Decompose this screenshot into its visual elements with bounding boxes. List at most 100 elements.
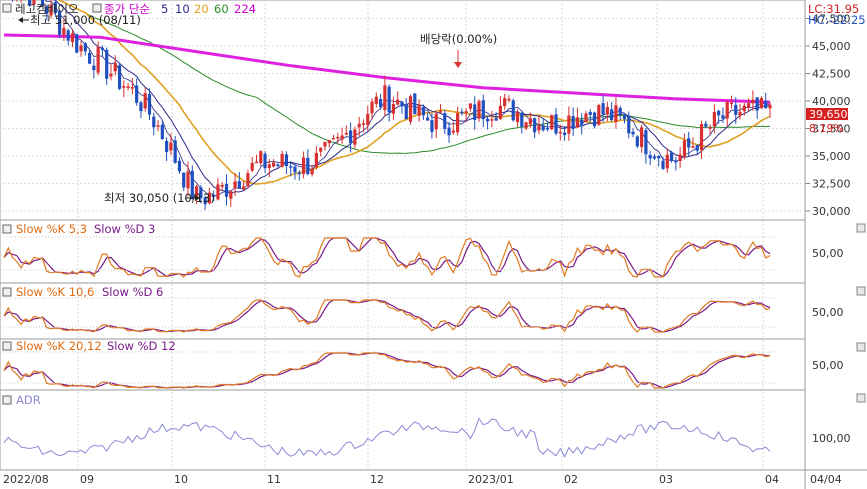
candle-body [100,47,105,50]
candle-body [32,0,36,5]
candle-body [75,34,79,53]
stoch1-level: 50,00 [812,247,844,260]
panel-scroll-handle[interactable] [856,223,866,233]
candle-body [40,0,45,7]
panel-scroll-handle[interactable] [856,342,866,352]
price-tick-label: 35,000 [812,150,851,163]
stoch2-d-label: Slow %D 6 [102,285,163,299]
candle-body [139,102,143,112]
candle-body [126,86,130,88]
candle-body [554,114,558,134]
candle-body [310,168,314,175]
x-tick-label: 10 [174,473,188,486]
ma-legend-60: 60 [214,2,229,16]
legend-box-icon[interactable] [2,341,12,351]
legend-box-icon[interactable] [92,3,102,13]
candle-body [764,100,768,109]
price-tick-label: 32,500 [812,178,851,191]
legend-box-icon[interactable] [2,287,12,297]
candle-body [216,184,220,200]
candle-body [374,96,378,104]
candle-body [511,100,515,121]
candle-body [468,103,473,109]
candle-body [485,118,490,122]
candle-body [610,109,614,121]
panel-scroll-handle[interactable] [856,286,866,296]
candle-body [199,187,203,199]
ma-legend-prefix: 종가 단순 [104,2,150,16]
candle-body [537,125,541,131]
candle-body [190,170,194,200]
candle-body [699,124,704,151]
legend-box-icon[interactable] [2,3,12,13]
candle-body [194,186,199,200]
x-tick-label: 2023/01 [468,473,514,486]
low-annotation: 최저 30,050 (10/13) [104,191,215,205]
candle-body [648,154,652,159]
candle-body [434,113,438,130]
high-annotation: 최고 51,000 (08/11) [30,13,141,27]
candle-body [682,140,687,157]
candle-body [605,107,609,115]
candle-body [571,116,575,129]
candle-body [597,105,601,125]
candle-body [165,140,169,152]
candle-body [203,197,207,205]
candle-body [524,122,528,129]
candle-body [62,27,66,36]
price-tick-label: 37,500 [812,123,851,136]
candle-body [293,166,297,173]
candle-body [580,119,584,125]
candle-body [173,140,177,163]
candle-body [413,93,417,115]
candle-body [520,112,524,127]
candle-body [545,127,550,130]
x-tick-label: 03 [659,473,673,486]
candle-body [691,146,695,148]
adr-level: 100,00 [812,432,851,445]
stock-name: 레고켐바이오 [15,2,78,16]
candle-body [220,184,224,187]
candle-body [661,160,665,169]
candle-body [721,115,725,119]
candle-body [250,162,254,171]
candle-body [751,99,755,104]
candle-body [357,123,361,128]
candle-body [53,2,57,13]
candle-body [627,116,631,134]
x-tick-label: 09 [80,473,94,486]
ma-legend-20: 20 [194,2,209,16]
x-tick-label: 2022/08 [3,473,49,486]
candle-body [70,33,75,43]
panel-scroll-handle[interactable] [856,393,866,403]
legend-box-icon[interactable] [2,224,12,234]
hc-readout: HC:-22.25 [808,13,866,27]
ma-20-line [57,0,771,185]
candle-body [105,49,109,79]
candle-body [212,195,216,197]
candle-body [160,124,164,139]
stoch1-d-line [3,237,771,278]
stoch3-k-line [3,352,771,389]
candle-body [289,166,293,168]
candle-body [635,136,639,147]
candle-body [79,45,83,52]
candle-body [58,11,62,35]
stoch3-d-label: Slow %D 12 [107,339,176,353]
candle-body [109,73,113,77]
stoch3-level: 50,00 [812,359,844,372]
last-price-badge [806,108,848,120]
candle-body [83,43,87,52]
ma-legend-10: 10 [175,2,190,16]
candle-body [588,111,592,115]
adr-line [3,417,771,458]
candle-body [460,111,464,114]
legend-box-icon[interactable] [2,395,12,405]
price-tick-label: 42,500 [812,68,851,81]
candle-body [759,98,764,108]
last-change: 8.19% [809,122,844,135]
candle-body [712,111,716,127]
candle-body [177,160,182,172]
candle-body [541,125,545,131]
